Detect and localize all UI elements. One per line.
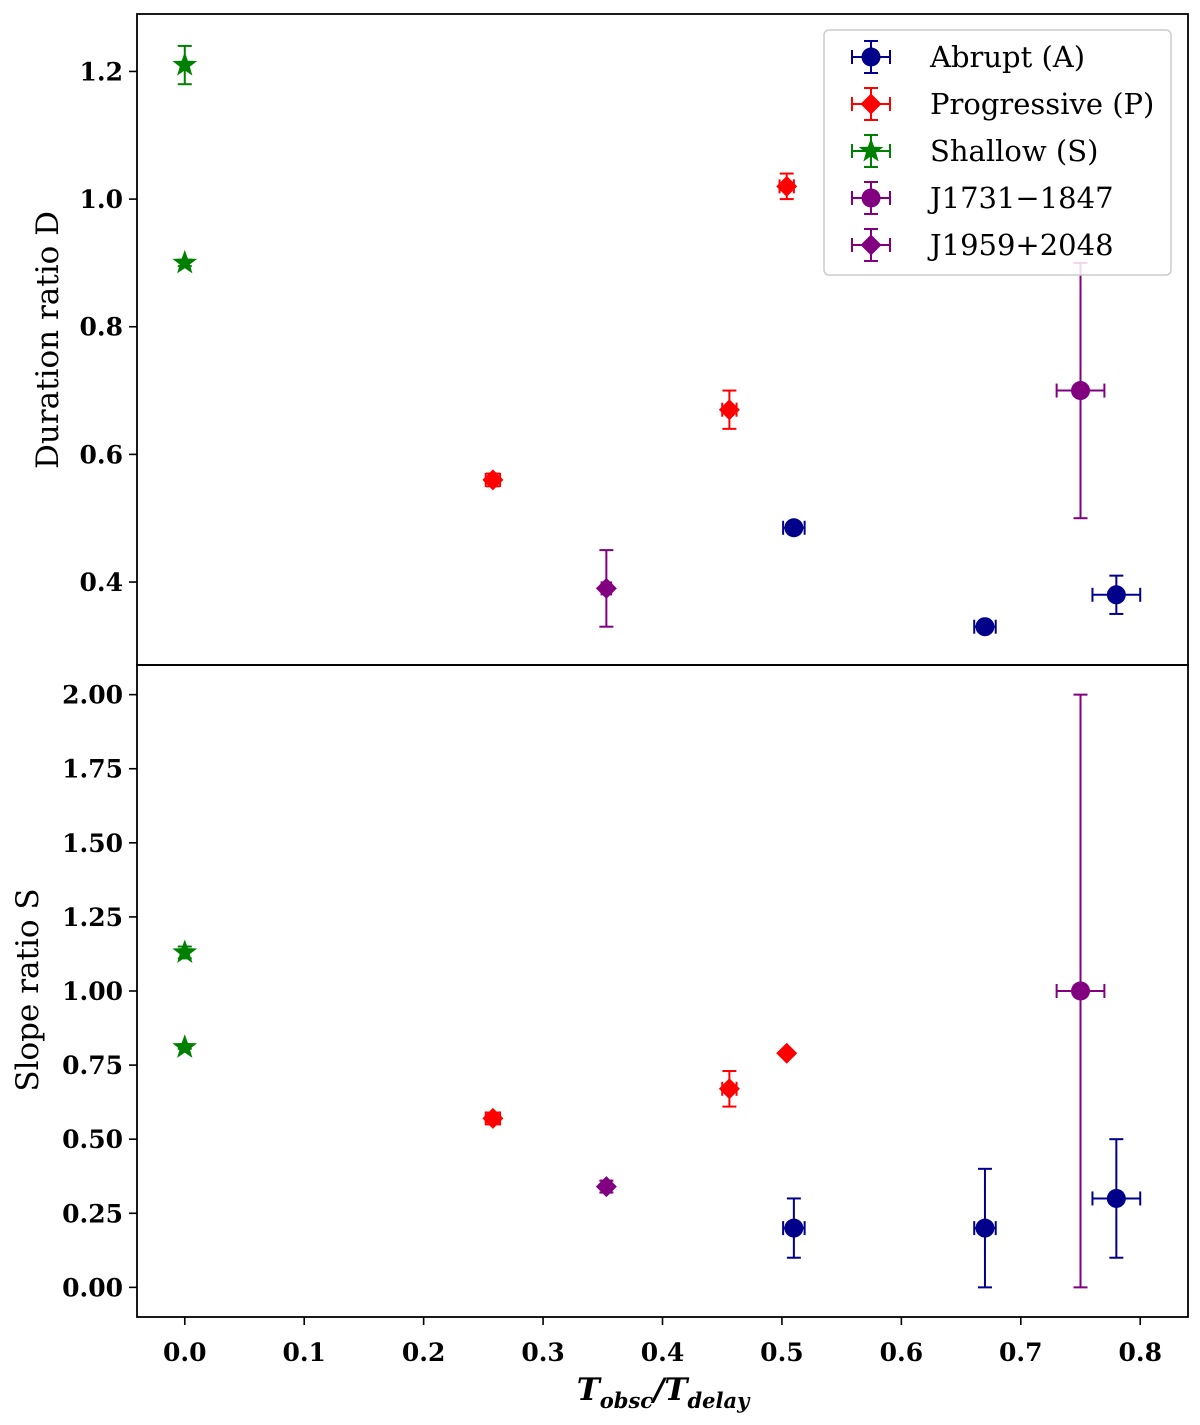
legend-label: J1959+2048 (927, 228, 1114, 262)
legend-marker (858, 138, 884, 162)
series-abrupt-a- (782, 1138, 1142, 1289)
legend-box (823, 29, 1172, 276)
x-tick-label: 0.0 (163, 1338, 207, 1367)
legend: Abrupt (A) Progressive (P) Shallow (S) J173… (823, 29, 1172, 276)
legend-entry: J1959+2048 (851, 228, 1114, 262)
y-tick-label: 0.50 (62, 1125, 123, 1154)
legend-marker (860, 234, 882, 256)
series-j1731-1847 (1055, 693, 1106, 1289)
legend-entry: J1731−1847 (851, 181, 1114, 215)
x-tick-label: 0.8 (1118, 1338, 1162, 1367)
x-tick-label: 0.2 (402, 1338, 446, 1367)
x-axis-label: Tobsc/Tdelay (577, 1372, 751, 1413)
data-point (1106, 585, 1126, 605)
legend-label: Shallow (S) (930, 134, 1098, 168)
y-tick-label: 1.00 (62, 977, 123, 1006)
y-axis-label-slope: Slope ratio S (10, 888, 46, 1091)
legend-entry: Abrupt (A) (851, 40, 1085, 74)
x-tick-label: 0.3 (521, 1338, 565, 1367)
legend-marker (861, 47, 881, 67)
data-point (595, 1176, 617, 1198)
data-point (975, 1218, 995, 1238)
y-tick-label: 0.25 (62, 1199, 123, 1228)
data-point (1106, 1188, 1126, 1208)
data-point (776, 175, 798, 197)
data-point (784, 1218, 804, 1238)
data-point (482, 1107, 504, 1129)
data-point (172, 52, 198, 76)
y-tick-label: 0.00 (62, 1273, 123, 1302)
x-tick-label: 0.6 (880, 1338, 924, 1367)
series-abrupt-a- (782, 518, 1142, 637)
series-j1731-1847 (1055, 261, 1106, 520)
legend-entry: Progressive (P) (851, 87, 1154, 121)
y-tick-label: 1.50 (62, 829, 123, 858)
slope-panel: 0.00 0.25 0.50 0.75 1.00 1.25 1.50 1.75 2.00 (62, 681, 1142, 1302)
y-tick-label: 0.6 (80, 440, 124, 469)
legend-marker (860, 93, 882, 115)
duration-panel: 0.4 0.6 0.8 1.0 1.2 (80, 44, 1142, 637)
y-tick-label: 0.75 (62, 1051, 123, 1080)
x-tick-label: 0.1 (282, 1338, 326, 1367)
data-point (172, 1034, 198, 1058)
legend-label: Progressive (P) (930, 87, 1154, 121)
data-point (482, 469, 504, 491)
axes-frame (136, 664, 1189, 1318)
y-tick-label: 1.25 (62, 903, 123, 932)
x-tick-label: 0.7 (999, 1338, 1043, 1367)
data-point (595, 577, 617, 599)
series-shallow-s- (172, 939, 198, 1058)
y-tick-label: 1.0 (80, 185, 124, 214)
data-point (975, 617, 995, 637)
y-tick-label: 0.8 (80, 313, 124, 342)
series-j1959-2048 (595, 1176, 617, 1198)
data-point (172, 249, 198, 274)
data-point (784, 518, 804, 538)
legend-marker (861, 188, 881, 208)
data-point (718, 1078, 740, 1100)
data-point (718, 399, 740, 421)
legend-label: J1731−1847 (927, 181, 1114, 215)
data-point (1071, 381, 1091, 401)
legend-entry: Shallow (S) (851, 134, 1098, 168)
series-progressive-p- (482, 172, 798, 491)
series-j1959-2048 (595, 549, 617, 628)
y-axis-label-duration: Duration ratio D (30, 211, 66, 469)
y-tick-label: 0.4 (80, 568, 124, 597)
y-tick-label: 2.00 (62, 681, 123, 710)
y-tick-label: 1.75 (62, 755, 123, 784)
y-tick-label: 1.2 (80, 57, 124, 86)
data-point (776, 1042, 798, 1064)
x-axis: 0.0 0.1 0.2 0.3 0.4 0.5 0.6 0.7 0.8 (163, 1317, 1162, 1367)
data-point (1071, 981, 1091, 1001)
x-tick-label: 0.5 (760, 1338, 804, 1367)
series-shallow-s- (172, 44, 198, 274)
legend-label: Abrupt (A) (929, 40, 1085, 74)
series-progressive-p- (482, 1042, 798, 1129)
data-point (172, 939, 198, 963)
x-tick-label: 0.4 (641, 1338, 685, 1367)
